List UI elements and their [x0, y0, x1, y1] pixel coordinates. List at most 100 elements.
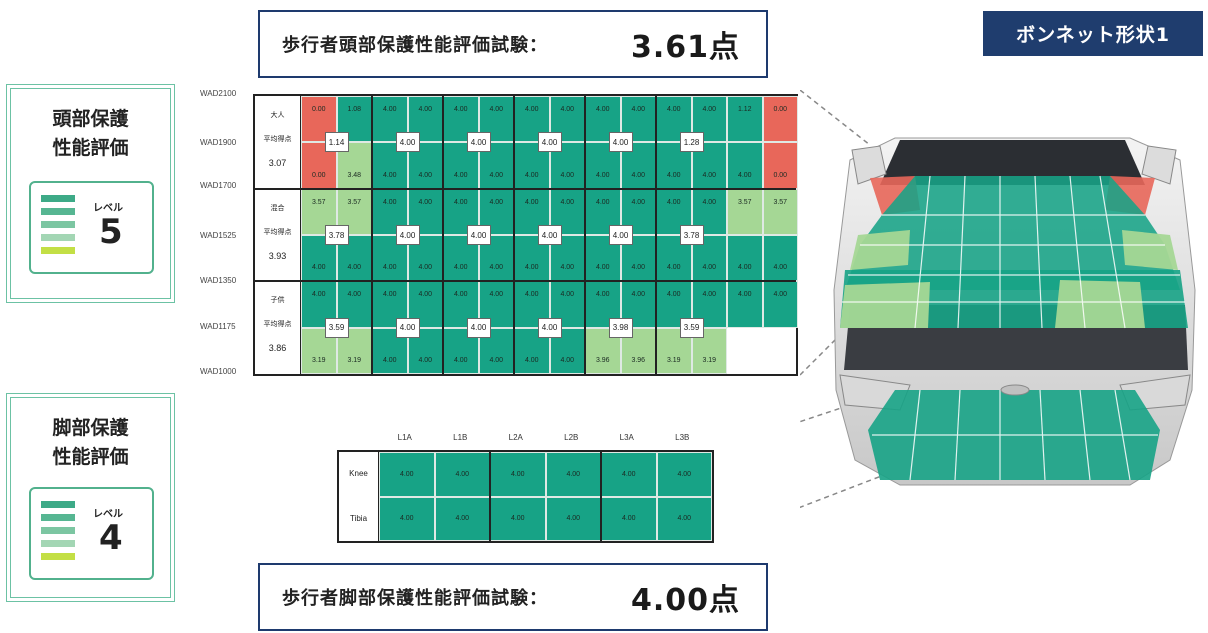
head-cell: 4.00 [478, 327, 514, 374]
head-block-average: 4.00 [466, 225, 491, 245]
wad-label: WAD2100 [200, 89, 237, 98]
leg-level-number: 4 [99, 518, 123, 558]
leg-column-header: L2B [564, 433, 579, 442]
head-row-label: 大人 平均得点 3.07 [255, 96, 301, 189]
head-level-word: レベル [93, 203, 123, 214]
head-row-name: 子供 [270, 297, 285, 305]
head-cell: 3.57 [727, 188, 763, 235]
head-cell: 0.00 [762, 96, 798, 143]
leg-cell: 4.00 [545, 496, 601, 541]
head-row-avg-label: 平均得点 [263, 136, 292, 143]
leg-row-label: Tibia [339, 496, 379, 541]
level-bar-4 [41, 234, 75, 241]
grid-row-divider [255, 187, 796, 190]
head-cell: 4.00 [691, 96, 727, 143]
wad-label: WAD1700 [200, 181, 237, 190]
leg-column-header: L1A [397, 433, 412, 442]
leg-row-label: Knee [339, 452, 379, 497]
head-cell: 4.00 [620, 188, 656, 235]
wad-label: WAD1350 [200, 276, 237, 285]
head-row-avg-label: 平均得点 [263, 228, 292, 236]
leg-column-header: L3B [675, 433, 690, 442]
head-block-average: 3.78 [324, 225, 349, 245]
head-panel-title-1: 頭部保護 [52, 108, 129, 130]
leg-impact-grid: Knee 4.00 4.00 4.00 4.00 4.00 4.00 Tibia 4.00 4.0… [337, 450, 714, 543]
wad-label: WAD1525 [200, 231, 237, 240]
head-cell: 4.00 [478, 235, 514, 282]
head-row-avg-label: 平均得点 [263, 321, 292, 329]
head-impact-grid: 大人 平均得点 3.07 0.00 1.08 4.00 4.00 4.00 4.00 4.00 4.… [253, 94, 798, 376]
head-block-average: 4.00 [466, 317, 491, 338]
grid-block-divider [371, 96, 373, 374]
head-cell: 4.00 [727, 281, 763, 328]
level-bar-2 [41, 514, 75, 521]
head-cell: 4.00 [727, 142, 763, 189]
grid-row-divider [255, 280, 796, 283]
leg-cell: 4.00 [434, 452, 490, 497]
level-bar-1 [41, 501, 75, 508]
leg-cell: 4.00 [379, 452, 435, 497]
leg-cell: 4.00 [545, 452, 601, 497]
head-row-avg: 3.93 [268, 250, 287, 261]
head-block-average: 4.00 [395, 225, 420, 245]
head-row-avg: 3.07 [268, 158, 287, 168]
leg-test-score: 4.00点 [630, 583, 740, 618]
head-cell: 4.00 [549, 235, 585, 282]
head-row-name: 混合 [270, 204, 285, 212]
leg-cell: 4.00 [601, 452, 657, 497]
head-cell: 4.00 [762, 281, 798, 328]
head-test-label: 歩行者頭部保護性能評価試験： [282, 35, 548, 56]
leg-test-title-box: 歩行者脚部保護性能評価試験： 4.00点 [258, 563, 768, 631]
bonnet-shape-badge: ボンネット形状1 [983, 11, 1203, 56]
leg-panel-title-2: 性能評価 [52, 446, 129, 468]
head-block-average: 3.98 [608, 317, 633, 338]
head-cell: 4.00 [336, 235, 372, 282]
level-bar-1 [41, 195, 75, 202]
grid-block-divider [442, 96, 444, 374]
head-cell: 0.00 [762, 142, 798, 189]
leg-panel-title-1: 脚部保護 [52, 417, 129, 439]
wad-label: WAD1175 [200, 322, 236, 331]
head-block-average: 4.00 [608, 132, 633, 153]
level-bar-5 [41, 247, 75, 254]
level-bar-5 [41, 553, 75, 560]
level-bar-3 [41, 527, 75, 534]
leg-cell: 4.00 [656, 496, 712, 541]
head-protection-panel: 頭部保護 性能評価 レベル 5 [6, 84, 175, 303]
head-block-average: 4.00 [466, 132, 491, 153]
grid-block-divider [513, 96, 515, 374]
wad-label: WAD1900 [200, 138, 237, 147]
head-test-score: 3.61点 [630, 30, 740, 65]
level-bar-2 [41, 208, 75, 215]
leg-test-label: 歩行者脚部保護性能評価試験： [282, 588, 548, 609]
leg-cell: 4.00 [656, 452, 712, 497]
head-cell: 1.12 [727, 96, 763, 143]
head-cell: 4.00 [301, 281, 337, 328]
wad-label: WAD1000 [200, 367, 237, 376]
car-front-image [800, 90, 1196, 509]
head-block-average: 4.00 [537, 317, 562, 338]
leg-cell: 4.00 [490, 452, 546, 497]
leg-protection-panel: 脚部保護 性能評価 レベル 4 [6, 393, 175, 602]
leg-cell: 4.00 [490, 496, 546, 541]
head-block-average: 1.14 [324, 132, 349, 153]
head-level-number: 5 [99, 212, 123, 252]
head-row-label: 混合平均得点 3.93 [255, 188, 301, 282]
level-bar-3 [41, 221, 75, 228]
leg-level-box: レベル 4 [29, 487, 154, 580]
leg-column-header: L1B [453, 433, 468, 442]
head-block-average: 3.59 [324, 317, 349, 338]
grid-block-divider [655, 96, 657, 374]
head-block-average: 3.78 [679, 225, 704, 245]
leg-block-divider [489, 452, 491, 541]
head-block-average: 4.00 [395, 317, 420, 338]
head-row-avg: 3.86 [268, 343, 287, 354]
leg-column-header: L2A [508, 433, 523, 442]
leg-cell: 4.00 [434, 496, 490, 541]
leg-column-header: L3A [619, 433, 634, 442]
head-panel-title-2: 性能評価 [52, 137, 129, 159]
leg-cell: 4.00 [379, 496, 435, 541]
head-level-box: レベル 5 [29, 181, 154, 274]
leg-cell: 4.00 [601, 496, 657, 541]
head-cell: 3.57 [301, 188, 337, 235]
